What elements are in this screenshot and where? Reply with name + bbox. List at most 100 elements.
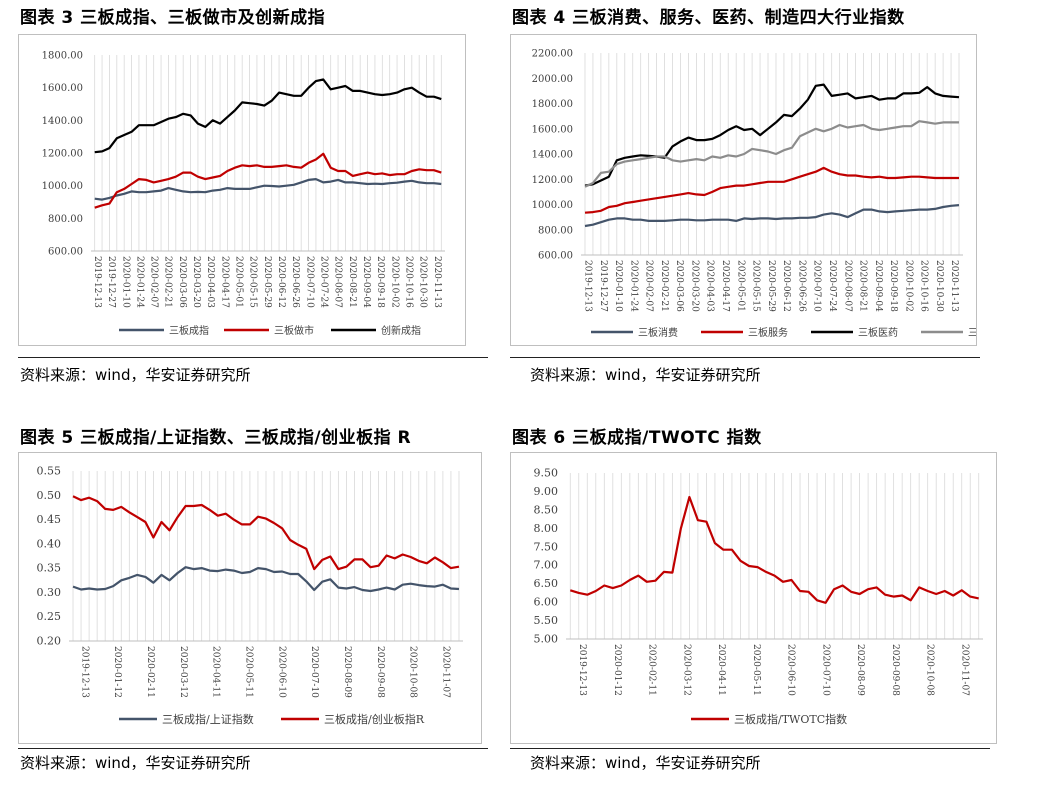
chart-title: 图表 4 三板消费、服务、医药、制造四大行业指数 (512, 8, 905, 28)
x-tick-label: 2020-02-07 (149, 256, 159, 308)
chart-source: 资料来源：wind，华安证券研究所 (530, 754, 761, 772)
x-tick-label: 2020-02-07 (644, 260, 654, 312)
x-tick-label: 2020-06-12 (781, 260, 791, 312)
y-tick-label: 2000.00 (532, 74, 573, 85)
y-tick-label: 1400.00 (42, 116, 83, 127)
y-tick-label: 0.20 (37, 635, 62, 648)
y-tick-label: 1600.00 (532, 124, 573, 135)
chart-source: 资料来源：wind，华安证券研究所 (20, 366, 251, 384)
x-tick-label: 2020-04-11 (716, 644, 726, 696)
line-chart-svg: 600.00 800.00 1000.00 1200.00 1400.00 1600.00… (532, 49, 976, 340)
y-tick-label: 7.00 (534, 559, 559, 572)
series-line (584, 120, 959, 188)
y-tick-label: 0.55 (37, 465, 62, 478)
legend-label: 三板制造 (968, 326, 976, 339)
chart-source: 资料来源：wind，华安证券研究所 (20, 754, 251, 772)
x-tick-label: 2020-02-21 (163, 256, 173, 308)
line-chart-svg: 600.00 800.00 1000.00 1200.00 1400.00 1600.00… (42, 51, 445, 337)
x-tick-label: 2020-04-03 (705, 260, 715, 312)
x-tick-label: 2020-03-12 (178, 646, 188, 698)
x-tick-label: 2020-11-07 (959, 644, 969, 696)
x-tick-label: 2020-11-07 (440, 646, 450, 698)
x-tick-label: 2020-01-12 (612, 644, 622, 696)
x-tick-label: 2020-02-11 (647, 644, 657, 696)
y-tick-label: 1600.00 (42, 83, 83, 94)
x-tick-label: 2020-10-16 (403, 256, 413, 308)
series-line (94, 78, 442, 154)
x-tick-label: 2020-02-21 (659, 260, 669, 312)
x-tick-label: 2020-10-30 (418, 256, 428, 308)
x-tick-label: 2020-07-10 (812, 260, 822, 312)
x-tick-label: 2020-05-11 (751, 644, 761, 696)
x-tick-label: 2020-01-12 (112, 646, 122, 698)
x-tick-label: 2020-09-18 (888, 260, 898, 312)
y-tick-label: 0.25 (37, 610, 62, 623)
chart-source: 资料来源：wind，华安证券研究所 (530, 366, 761, 384)
legend-label: 三板服务 (748, 326, 788, 339)
x-tick-label: 2020-08-21 (347, 256, 357, 308)
y-tick-label: 5.50 (534, 614, 559, 627)
legend-label: 三板成指/创业板指R (324, 712, 425, 726)
legend-label: 三板消费 (638, 326, 678, 339)
x-tick-label: 2020-06-26 (796, 260, 806, 312)
x-tick-label: 2020-05-15 (751, 260, 761, 312)
x-tick-label: 2020-08-09 (342, 646, 352, 698)
x-tick-label: 2020-01-24 (628, 260, 638, 312)
chart-area: 600.00 800.00 1000.00 1200.00 1400.00 1600.00… (18, 34, 466, 346)
x-tick-label: 2020-07-10 (309, 646, 319, 698)
x-tick-label: 2020-05-15 (248, 256, 258, 308)
y-tick-label: 1200.00 (42, 149, 83, 160)
x-tick-label: 2020-05-29 (766, 260, 776, 312)
x-tick-label: 2020-10-08 (408, 646, 418, 698)
x-tick-label: 2020-04-03 (205, 256, 215, 308)
x-tick-label: 2020-06-12 (276, 256, 286, 308)
legend-label: 三板医药 (858, 326, 898, 339)
y-tick-label: 0.45 (37, 513, 62, 526)
series-line (569, 495, 979, 604)
x-tick-label: 2020-06-10 (276, 646, 286, 698)
x-tick-label: 2020-10-08 (925, 644, 935, 696)
x-tick-label: 2020-01-10 (120, 256, 130, 308)
y-tick-label: 1400.00 (532, 150, 573, 161)
x-tick-label: 2020-10-16 (919, 260, 929, 312)
x-tick-label: 2020-09-18 (375, 256, 385, 308)
y-tick-label: 1000.00 (42, 181, 83, 192)
legend-label: 三板成指/上证指数 (162, 712, 254, 726)
x-tick-label: 2020-09-04 (873, 260, 883, 312)
x-tick-label: 2020-01-24 (134, 256, 144, 308)
x-tick-label: 2020-05-29 (262, 256, 272, 308)
x-tick-label: 2020-03-20 (191, 256, 201, 308)
y-tick-label: 2200.00 (532, 49, 573, 60)
chart-title: 图表 5 三板成指/上证指数、三板成指/创业板指 R (20, 428, 412, 448)
x-tick-label: 2020-05-11 (243, 646, 253, 698)
chart-title: 图表 3 三板成指、三板做市及创新成指 (20, 8, 326, 28)
y-tick-label: 800.00 (48, 214, 83, 225)
divider (18, 748, 488, 749)
x-tick-label: 2020-06-10 (786, 644, 796, 696)
chart-title: 图表 6 三板成指/TWOTC 指数 (512, 428, 762, 448)
x-tick-label: 2020-07-24 (827, 260, 837, 312)
series-line (584, 166, 959, 214)
x-tick-label: 2020-03-06 (177, 256, 187, 308)
y-tick-label: 1000.00 (532, 200, 573, 211)
y-tick-label: 1800.00 (42, 51, 83, 62)
y-tick-label: 0.40 (37, 537, 62, 550)
y-tick-label: 6.50 (534, 577, 559, 590)
x-tick-label: 2019-12-27 (598, 260, 608, 312)
x-tick-label: 2020-03-20 (689, 260, 699, 312)
x-tick-label: 2020-11-13 (949, 260, 959, 312)
y-tick-label: 600.00 (538, 251, 573, 262)
y-tick-label: 800.00 (538, 225, 573, 236)
x-tick-label: 2019-12-13 (577, 644, 587, 696)
y-tick-label: 6.00 (534, 596, 559, 609)
series-line (94, 152, 442, 209)
y-tick-label: 9.50 (534, 467, 559, 480)
divider (18, 357, 488, 358)
line-chart-svg: 0.20 0.25 0.30 0.35 0.40 0.45 0.50 0.55 2019-12-… (37, 465, 463, 726)
x-tick-label: 2020-10-02 (389, 256, 399, 308)
x-tick-label: 2020-10-02 (903, 260, 913, 312)
divider (510, 748, 990, 749)
x-tick-label: 2020-09-08 (890, 644, 900, 696)
x-tick-label: 2020-03-06 (674, 260, 684, 312)
y-tick-label: 8.50 (534, 503, 559, 516)
